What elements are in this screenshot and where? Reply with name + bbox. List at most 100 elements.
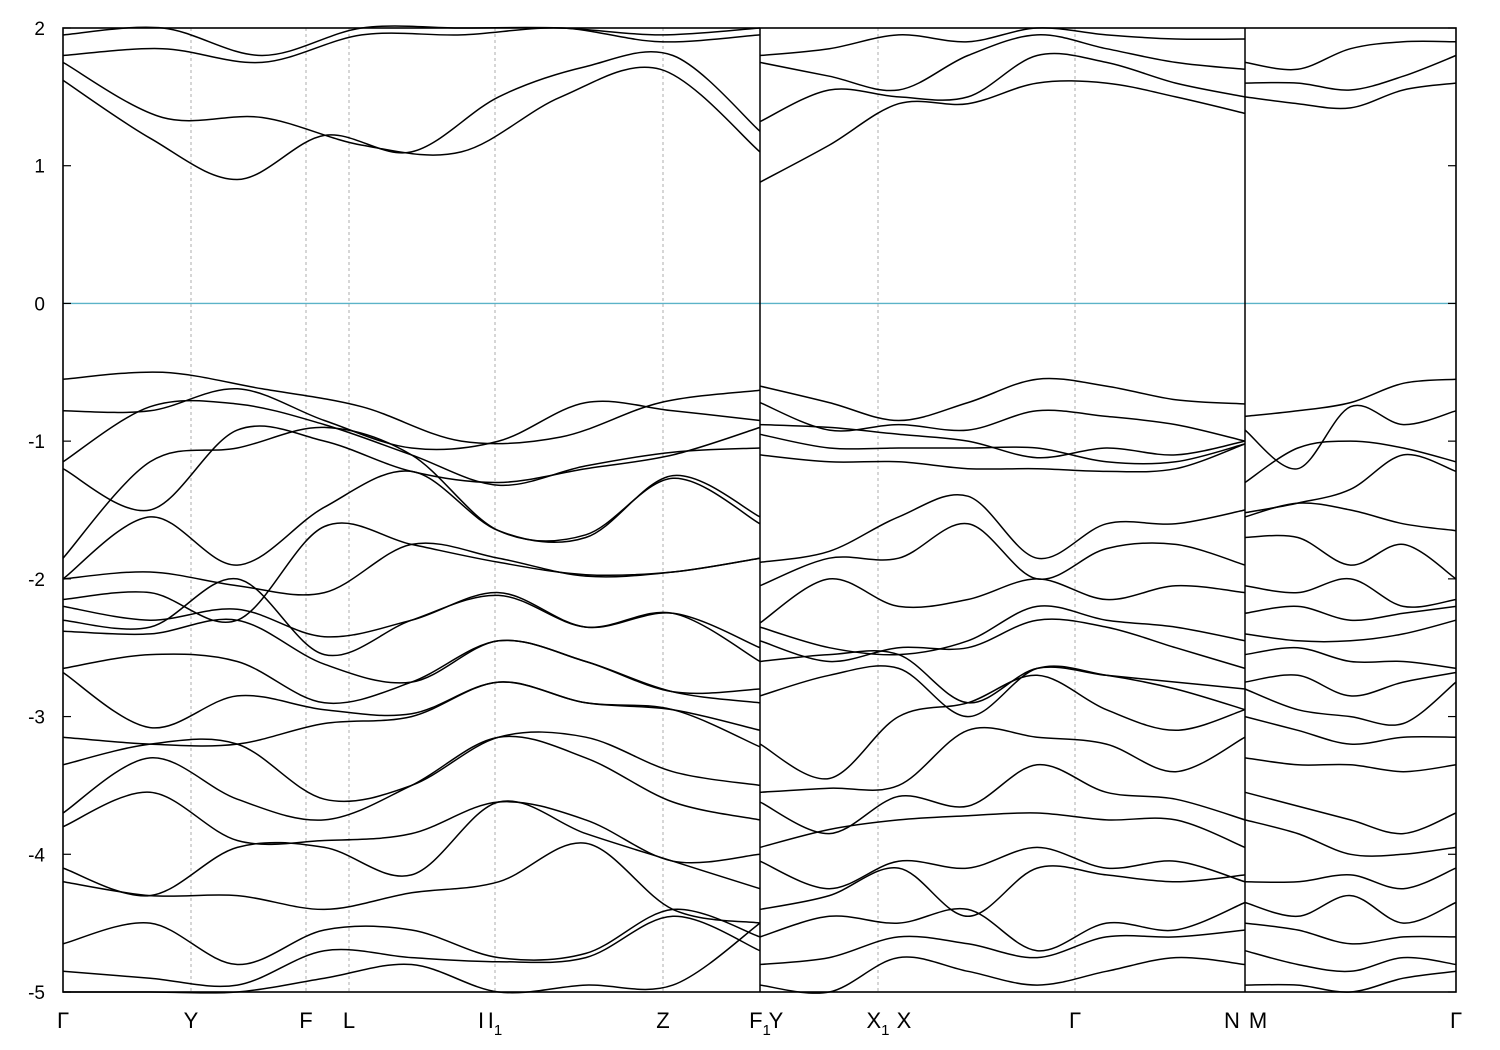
band-line [1244,605,1457,622]
band-line [1244,82,1457,110]
band-line [1244,453,1457,514]
x-tick-labels: Γ Y F L I I1 Z F1Y X1 X Γ N M Γ [57,1008,1462,1039]
band-line [759,494,1246,564]
x-tick-label: Y [184,1008,199,1033]
x-tick-label: I [478,1008,484,1033]
band-line [759,52,1246,123]
y-tick-label: -1 [28,432,45,453]
band-line [62,639,761,705]
band-line [1244,715,1457,745]
band-line [759,605,1246,656]
x-tick-label: Y [769,1008,784,1033]
x-tick-label: X1 [866,1008,889,1039]
x-tick-subscript: 1 [881,1022,889,1039]
band-line [759,764,1246,835]
band-lines [62,25,1457,994]
band-line [62,908,761,966]
band-line [62,388,761,451]
x-tick-label: Γ [57,1008,69,1033]
band-line [1244,440,1457,484]
x-tick-label: L [343,1008,355,1033]
band-line [759,846,1246,890]
x-tick-label: F1 [749,1008,771,1039]
band-line [759,34,1246,92]
y-tick-label: -3 [28,708,45,729]
band-line [1244,970,1457,993]
band-line [62,51,761,181]
band-line [62,578,761,663]
segment-break-lines [759,28,1246,992]
band-line [759,665,1246,718]
axis-ticks [63,27,1456,993]
band-line [1244,378,1457,418]
band-line [759,443,1246,473]
band-line [1244,819,1457,857]
band-line [62,371,761,445]
band-line [1244,404,1457,470]
band-line [62,800,761,897]
y-tick-label: -2 [28,570,45,591]
band-line [62,27,761,64]
band-line [759,423,1246,459]
kpoint-gridlines [190,28,1246,992]
band-line [1244,757,1457,773]
x-tick-label: Γ [1069,1008,1081,1033]
band-line [1244,578,1457,608]
band-line [759,80,1246,183]
band-line [759,956,1246,994]
band-line [62,25,761,57]
x-tick-subscript: 1 [494,1022,502,1039]
band-line [62,842,761,924]
x-tick-label: M [1249,1008,1267,1033]
band-line [1244,867,1457,890]
band-line [1244,40,1457,71]
band-line [759,812,1246,849]
y-tick-label: -5 [28,983,45,1004]
x-tick-label: F [299,1008,312,1033]
band-line [62,470,761,580]
band-line [759,901,1246,952]
band-line [759,929,1246,966]
band-line [759,523,1246,587]
band-line [759,650,1246,704]
band-line [759,865,1246,918]
band-line [62,791,761,864]
band-line [1244,671,1457,697]
band-line [62,522,761,623]
band-line [62,425,761,512]
band-line [1244,894,1457,924]
band-line [759,618,1246,670]
band-line [1244,502,1457,532]
band-line [1244,791,1457,835]
band-line [62,426,761,559]
x-tick-label: X [897,1008,912,1033]
band-line [62,735,761,821]
y-tick-label: 0 [34,294,45,315]
band-line [62,671,761,732]
band-line [759,674,1246,780]
band-line [759,401,1246,442]
band-line [62,542,761,596]
x-tick-label: N [1224,1008,1240,1033]
band-line [62,915,761,988]
band-line [62,681,761,748]
band-line [62,399,761,486]
band-line [1244,922,1457,945]
y-tick-label: 1 [34,157,45,178]
band-line [1244,949,1457,973]
y-tick-labels: -5 -4 -3 -2 -1 0 1 2 [28,19,45,1004]
band-line [62,731,761,803]
x-tick-label: Γ [1450,1008,1462,1033]
band-line [759,377,1246,422]
y-tick-label: -4 [28,845,45,866]
band-line [759,726,1246,794]
band-line [62,61,761,156]
band-line [759,578,1246,624]
band-line [1244,534,1457,580]
plot-frame [62,27,1457,993]
band-line [1244,619,1457,643]
x-tick-label: Z [656,1008,669,1033]
band-line [759,27,1246,57]
band-line [1244,681,1457,726]
